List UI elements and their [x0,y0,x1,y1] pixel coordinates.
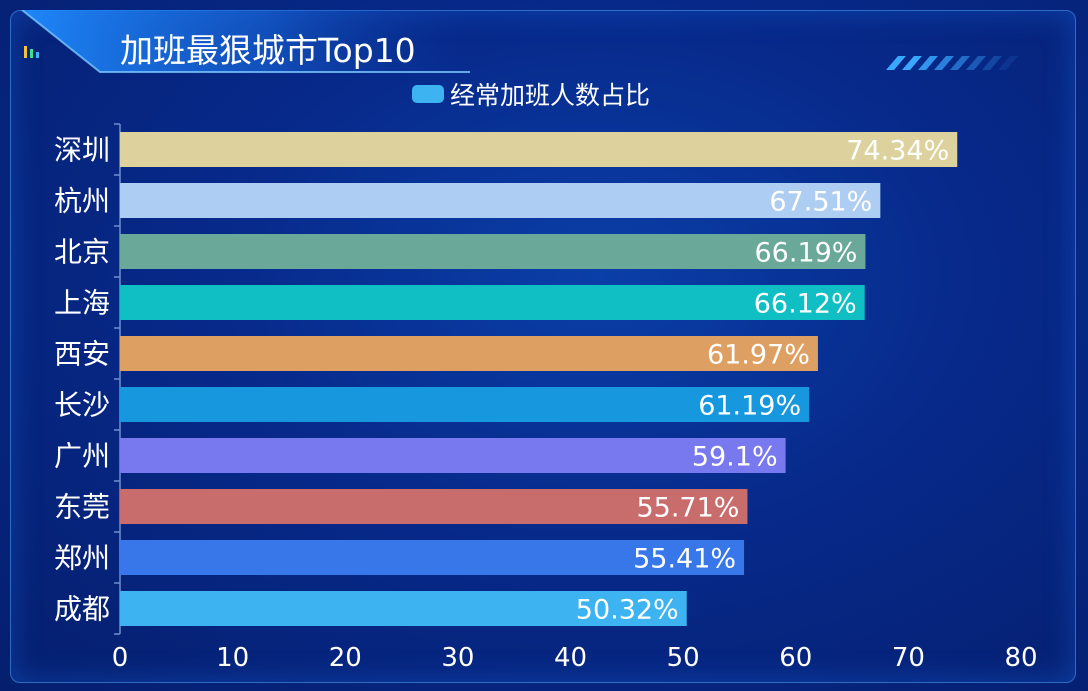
data-label: 67.51% [769,187,872,218]
data-label: 55.71% [636,493,739,524]
header-stripes-decoration [886,56,1018,70]
bar[interactable] [120,132,958,167]
y-tick-label: 西安 [54,338,110,371]
x-tick-label: 10 [216,643,249,673]
data-label: 66.19% [755,238,858,269]
bar[interactable] [120,387,810,422]
legend-swatch [412,85,444,103]
data-label: 55.41% [633,544,736,575]
title-tab [21,10,470,73]
y-tick-label: 杭州 [54,185,110,218]
data-label: 66.12% [754,289,857,320]
y-tick-label: 成都 [54,593,110,626]
data-label: 59.1% [692,442,778,473]
x-tick-label: 0 [112,643,129,673]
data-label: 74.34% [846,136,949,167]
data-label: 61.97% [707,340,810,371]
y-tick-label: 北京 [54,236,110,269]
data-label: 61.19% [698,391,801,422]
bar[interactable] [120,438,786,473]
bar[interactable] [120,591,687,626]
chart-title: 加班最狠城市Top10 [120,31,416,70]
y-tick-label: 广州 [54,440,110,473]
y-tick-label: 上海 [54,287,110,320]
x-tick-label: 20 [329,643,362,673]
x-tick-label: 40 [554,643,587,673]
x-tick-label: 30 [441,643,474,673]
bar[interactable] [120,285,865,320]
bar[interactable] [120,336,818,371]
y-tick-label: 长沙 [54,389,110,422]
bar[interactable] [120,489,748,524]
x-tick-label: 60 [779,643,812,673]
x-tick-label: 80 [1004,643,1037,673]
legend[interactable]: 经常加班人数占比 [412,78,650,110]
bar[interactable] [120,234,866,269]
y-tick-label: 郑州 [54,542,110,575]
data-label: 50.32% [576,595,679,626]
x-tick-label: 50 [667,643,700,673]
x-tick-label: 70 [892,643,925,673]
y-tick-label: 深圳 [54,134,110,167]
title-decoration-icon [24,46,39,58]
bar[interactable] [120,183,881,218]
panel-frame [10,10,1076,683]
legend-label: 经常加班人数占比 [450,81,651,110]
bar[interactable] [120,540,745,575]
y-tick-label: 东莞 [54,491,110,524]
